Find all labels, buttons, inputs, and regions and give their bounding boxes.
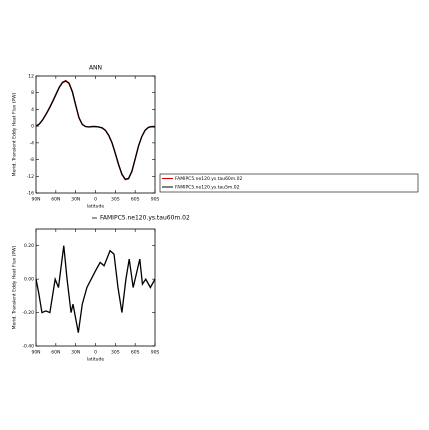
x-tick-label: 30N [71, 350, 80, 356]
x-tick-label: 30S [111, 197, 120, 203]
y-tick-label: 12 [28, 74, 34, 80]
y-tick-label: -4 [30, 140, 35, 146]
x-tick-label: 0 [94, 197, 97, 203]
x-axis-label: latitude [87, 204, 104, 210]
x-tick-label: 60N [51, 197, 60, 203]
legend-label: FAMIPC5.ne120.ys.tau60m.02 [100, 215, 190, 222]
legend-box [159, 173, 419, 193]
x-axis-label: latitude [87, 357, 104, 363]
y-tick-label: 4 [31, 107, 34, 113]
x-tick-label: 90S [151, 350, 160, 356]
y-tick-label: -8 [30, 157, 35, 163]
y-tick-label: 0.00 [24, 277, 34, 283]
x-tick-label: 90S [151, 197, 160, 203]
x-tick-label: 30S [111, 350, 120, 356]
legend-label: FAMIPC5.ne120.ys.tau60m.02 [175, 176, 242, 182]
x-tick-label: 30N [71, 197, 80, 203]
y-tick-label: 8 [31, 90, 34, 96]
x-tick-label: 90N [31, 350, 40, 356]
y-tick-label: -0.40 [22, 344, 34, 350]
data-line [35, 79, 156, 181]
y-tick-label: 0 [31, 124, 34, 130]
x-tick-label: 90N [31, 197, 40, 203]
legend-label: FAMIPC5.ne120.ys.tau5m.02 [175, 185, 240, 191]
x-tick-label: 60N [51, 350, 60, 356]
x-tick-label: 0 [94, 350, 97, 356]
y-axis-label: Merid. Transient Eddy Heat Flux (PW) [12, 245, 18, 329]
y-tick-label: 0.20 [24, 243, 34, 249]
plot-frame [35, 75, 156, 194]
y-tick-label: -12 [27, 174, 34, 180]
y-axis-label: Merid. Transient Eddy Heat Flux (PW) [12, 92, 18, 176]
x-tick-label: 60S [131, 350, 140, 356]
data-line [35, 80, 156, 180]
x-tick-label: 60S [131, 197, 140, 203]
y-tick-label: -16 [27, 191, 34, 197]
y-tick-label: -0.20 [22, 310, 34, 316]
data-line [35, 245, 156, 333]
chart-title: ANN [89, 65, 102, 72]
